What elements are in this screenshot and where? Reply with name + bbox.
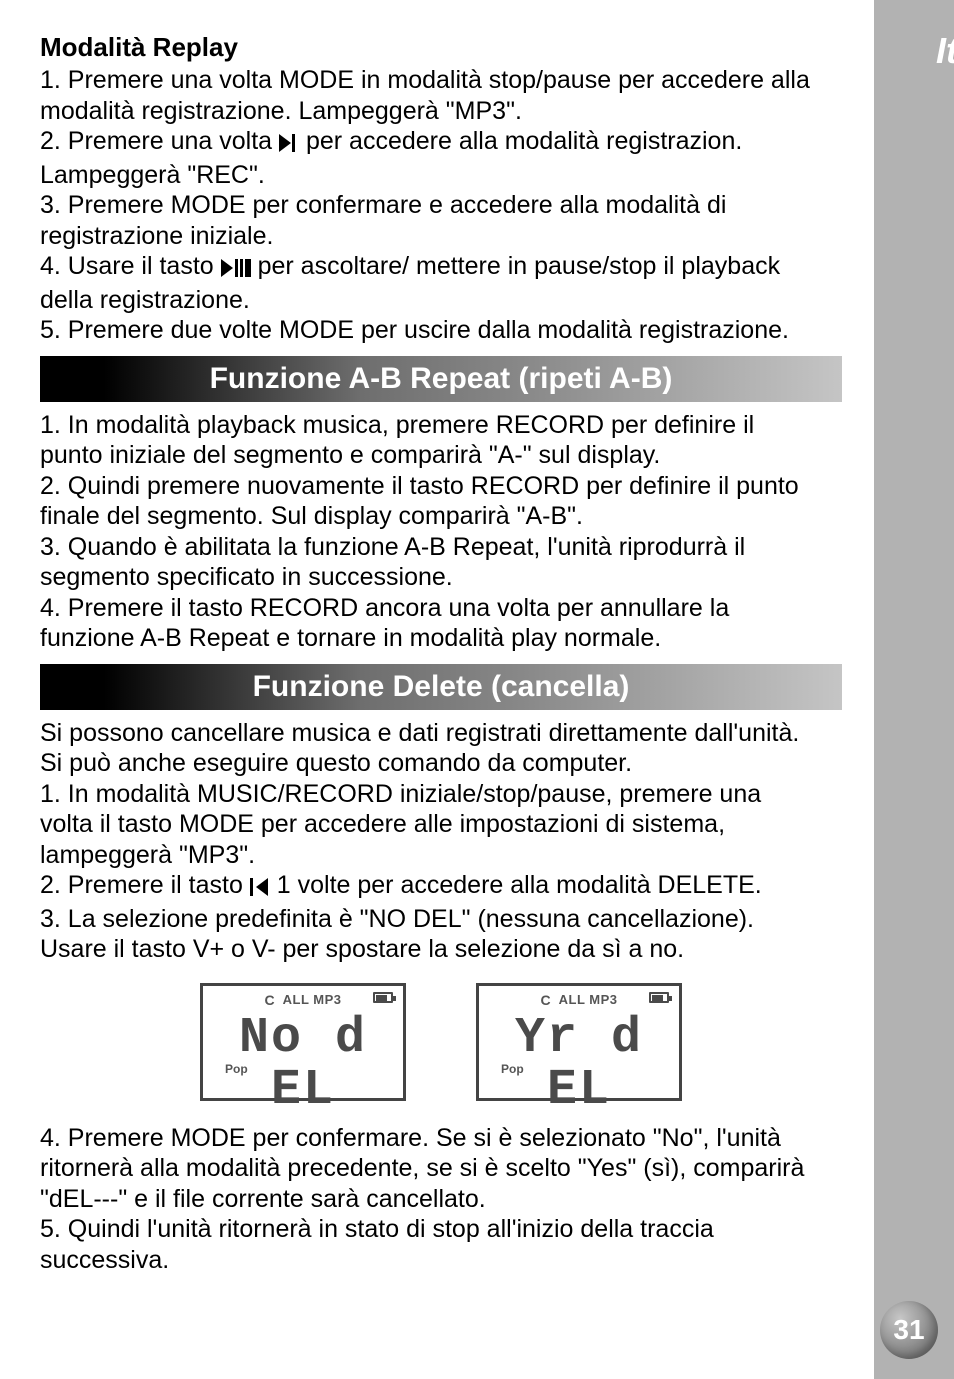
section2-line4b: funzione A-B Repeat e tornare in modalit… <box>40 623 842 654</box>
lcd1-c: C <box>264 992 274 1008</box>
content-area: Modalità Replay 1. Premere una volta MOD… <box>40 32 842 1275</box>
section1-line1a: 1. Premere una volta MODE in modalità st… <box>40 65 842 96</box>
lcd2-sublabel: Pop <box>501 1062 524 1076</box>
language-label-text: Italiano <box>936 30 954 71</box>
section3-line2: 2. Premere il tasto 1 volte per accedere… <box>40 870 842 904</box>
lcd1-sublabel: Pop <box>225 1062 248 1076</box>
section3-line0b: Si può anche eseguire questo comando da … <box>40 748 842 779</box>
language-label: Italiano <box>936 30 954 72</box>
section2-line3a: 3. Quando è abilitata la funzione A-B Re… <box>40 532 842 563</box>
section3-body: Si possono cancellare musica e dati regi… <box>40 718 842 965</box>
section3-line2-pre: 2. Premere il tasto <box>40 871 250 899</box>
section1-line5: 5. Premere due volte MODE per uscire dal… <box>40 315 842 346</box>
lcd1-main-text: No d EL <box>239 1010 367 1119</box>
section4-line1c: "dEL---" e il file corrente sarà cancell… <box>40 1184 842 1215</box>
lcd1-allmp3: ALL MP3 <box>283 992 342 1007</box>
page: Italiano Modalità Replay 1. Premere una … <box>0 0 954 1379</box>
lcd-display-yes: C ALL MP3 Yr d EL Pop <box>476 983 682 1101</box>
section3-line3a: 3. La selezione predefinita è "NO DEL" (… <box>40 904 842 935</box>
section1-line4: 4. Usare il tasto per ascoltare/ mettere… <box>40 251 842 285</box>
section2-line4a: 4. Premere il tasto RECORD ancora una vo… <box>40 593 842 624</box>
play-pause-stop-icon <box>221 254 251 285</box>
section3-line0a: Si possono cancellare musica e dati regi… <box>40 718 842 749</box>
section1-line2: 2. Premere una volta per accedere alla m… <box>40 126 842 160</box>
section4-body: 4. Premere MODE per confermare. Se si è … <box>40 1123 842 1276</box>
page-number-text: 31 <box>893 1314 924 1346</box>
section1-line2-pre: 2. Premere una volta <box>40 127 279 155</box>
lcd1-battery-icon <box>373 992 393 1003</box>
section4-line1a: 4. Premere MODE per confermare. Se si è … <box>40 1123 842 1154</box>
section3-line1b: volta il tasto MODE per accedere alle im… <box>40 809 842 840</box>
lcd2-battery-icon <box>649 992 669 1003</box>
section2-line1a: 1. In modalità playback musica, premere … <box>40 410 842 441</box>
lcd-displays-row: C ALL MP3 No d EL Pop C ALL MP3 Yr d EL … <box>40 983 842 1101</box>
section2-line2b: finale del segmento. Sul display compari… <box>40 501 842 532</box>
lcd2-allmp3: ALL MP3 <box>559 992 618 1007</box>
section1-line4-post: per ascoltare/ mettere in pause/stop il … <box>258 252 781 280</box>
side-tab: Italiano <box>874 0 954 1379</box>
section1-line2b: Lampeggerà "REC". <box>40 160 842 191</box>
section3-line1c: lampeggerà "MP3". <box>40 840 842 871</box>
section3-line2-post: 1 volte per accedere alla modalità DELET… <box>277 871 762 899</box>
section4-line2: 5. Quindi l'unità ritornerà in stato di … <box>40 1214 842 1275</box>
next-track-icon <box>279 129 299 160</box>
lcd-display-no: C ALL MP3 No d EL Pop <box>200 983 406 1101</box>
prev-track-icon <box>250 873 270 904</box>
banner-delete: Funzione Delete (cancella) <box>40 664 842 710</box>
section2-line1b: punto iniziale del segmento e comparirà … <box>40 440 842 471</box>
section1-heading: Modalità Replay <box>40 32 842 63</box>
section3-line3b: Usare il tasto V+ o V- per spostare la s… <box>40 934 842 965</box>
section1-line3b: registrazione iniziale. <box>40 221 842 252</box>
section2-line3b: segmento specificato in successione. <box>40 562 842 593</box>
section1-line4b: della registrazione. <box>40 285 842 316</box>
section1-line3a: 3. Premere MODE per confermare e acceder… <box>40 190 842 221</box>
section4-line1b: ritornerà alla modalità precedente, se s… <box>40 1153 842 1184</box>
page-number-badge: 31 <box>880 1301 938 1359</box>
section1-body: 1. Premere una volta MODE in modalità st… <box>40 65 842 346</box>
lcd2-main-text: Yr d EL <box>515 1010 643 1119</box>
section2-line2a: 2. Quindi premere nuovamente il tasto RE… <box>40 471 842 502</box>
section1-line1b: modalità registrazione. Lampeggerà "MP3"… <box>40 96 842 127</box>
section3-line1a: 1. In modalità MUSIC/RECORD iniziale/sto… <box>40 779 842 810</box>
section1-line4-pre: 4. Usare il tasto <box>40 252 221 280</box>
lcd2-c: C <box>540 992 550 1008</box>
banner-ab-repeat: Funzione A-B Repeat (ripeti A-B) <box>40 356 842 402</box>
section2-body: 1. In modalità playback musica, premere … <box>40 410 842 654</box>
section1-line2-post: per accedere alla modalità registrazion. <box>306 127 742 155</box>
